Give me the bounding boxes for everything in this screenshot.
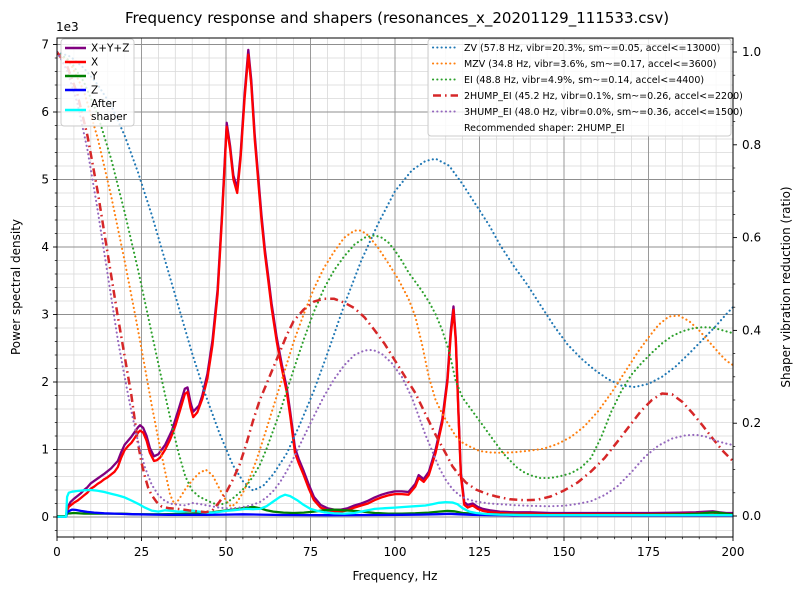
legend-label: ZV (57.8 Hz, vibr=20.3%, sm~=0.05, accel…	[464, 43, 720, 54]
y-left-tick-label: 1	[41, 443, 49, 457]
legend-shapers: ZV (57.8 Hz, vibr=20.3%, sm~=0.05, accel…	[427, 38, 743, 137]
x-axis-label: Frequency, Hz	[353, 569, 438, 583]
x-tick-label: 150	[553, 545, 576, 559]
y-right-tick-label: 0.4	[742, 323, 761, 337]
y-right-tick-label: 0.8	[742, 138, 761, 152]
y-left-tick-label: 2	[41, 375, 49, 389]
legend-label: After	[91, 98, 117, 110]
y-axis-left-label: Power spectral density	[9, 219, 23, 355]
legend-label: 2HUMP_EI (45.2 Hz, vibr=0.1%, sm~=0.26, …	[464, 91, 743, 102]
axes	[53, 37, 737, 541]
legend-label: MZV (34.8 Hz, vibr=3.6%, sm~=0.17, accel…	[464, 59, 716, 70]
legend-label: X	[91, 57, 98, 69]
y-left-tick-label: 6	[41, 105, 49, 119]
series-After-shaper	[57, 488, 733, 518]
x-tick-label: 50	[218, 545, 233, 559]
legend-shapers-box	[427, 38, 732, 137]
legend-label: Z	[91, 85, 98, 97]
x-tick-label: 125	[468, 545, 491, 559]
y-right-tick-label: 0.0	[742, 509, 761, 523]
x-tick-label: 175	[637, 545, 660, 559]
y-axis-right-label: Shaper vibration reduction (ratio)	[779, 186, 793, 387]
legend-label: EI (48.8 Hz, vibr=4.9%, sm~=0.14, accel<…	[464, 75, 704, 86]
series-X	[57, 53, 733, 518]
x-tick-label: 25	[134, 545, 149, 559]
series-layer	[57, 48, 733, 518]
series-3HUMP_EI	[57, 50, 733, 510]
y-left-tick-label: 5	[41, 173, 49, 187]
chart-title: Frequency response and shapers (resonanc…	[125, 9, 669, 28]
x-tick-label: 100	[384, 545, 407, 559]
y-right-tick-label: 1.0	[742, 45, 761, 59]
series-EI	[57, 50, 733, 506]
x-tick-label: 200	[722, 545, 745, 559]
legend-label: X+Y+Z	[91, 43, 129, 55]
y-axis-offset-text: 1e3	[56, 20, 79, 34]
legend-label: 3HUMP_EI (48.0 Hz, vibr=0.0%, sm~=0.36, …	[464, 107, 743, 118]
x-tick-label: 75	[303, 545, 318, 559]
y-left-tick-label: 7	[41, 38, 49, 52]
series-MZV	[57, 50, 733, 508]
y-right-tick-label: 0.6	[742, 231, 761, 245]
series-ZV	[57, 50, 733, 492]
y-left-tick-label: 3	[41, 308, 49, 322]
tick-labels: 0 25 50 75 100 125 150 175 200 0 1 2 3 4 5 6 7 0.0 0.2 0.4 0…	[41, 38, 761, 560]
series-2HUMP_EI	[57, 51, 733, 514]
y-left-tick-label: 0	[41, 510, 49, 524]
legend-label: shaper	[91, 111, 128, 123]
x-tick-label: 0	[53, 545, 61, 559]
y-right-tick-label: 0.2	[742, 416, 761, 430]
legend-label: Y	[90, 71, 98, 83]
y-left-tick-label: 4	[41, 240, 49, 254]
legend-label: Recommended shaper: 2HUMP_EI	[464, 123, 625, 134]
